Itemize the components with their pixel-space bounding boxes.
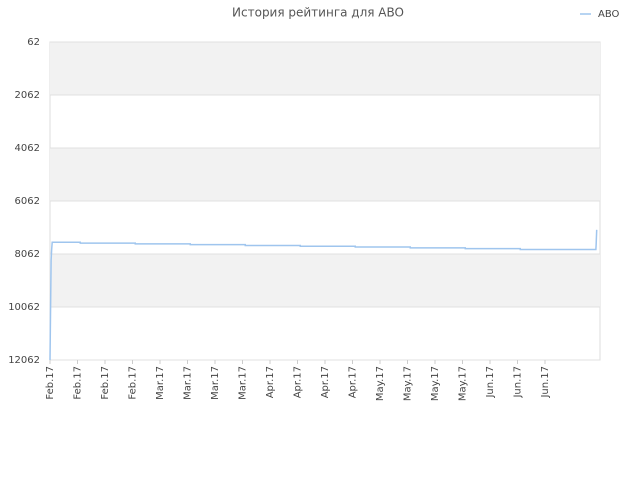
y-tick-label: 8062: [15, 249, 40, 260]
y-tick-label: 6062: [15, 196, 40, 207]
x-tick-label: May.17: [458, 366, 469, 401]
x-tick-label: May.17: [375, 366, 386, 401]
data-line: [49, 229, 598, 361]
x-tick-label: Feb.17: [128, 366, 139, 400]
x-tick-label: Jun.17: [513, 366, 524, 399]
grid-band: [50, 254, 600, 307]
y-tick-label: 62: [27, 37, 40, 48]
x-tick-label: Mar.17: [238, 366, 249, 400]
chart-title: История рейтинга для ABO: [232, 6, 404, 20]
y-tick-label: 4062: [15, 143, 40, 154]
x-tick-label: Feb.17: [45, 366, 56, 400]
x-tick-label: Apr.17: [348, 366, 359, 398]
x-tick-label: Feb.17: [73, 366, 84, 400]
x-tick-label: Apr.17: [265, 366, 276, 398]
x-tick-label: May.17: [430, 366, 441, 401]
x-tick-label: Feb.17: [100, 366, 111, 400]
legend-label: ABO: [598, 9, 620, 20]
x-tick-label: Apr.17: [320, 366, 331, 398]
y-tick-label: 10062: [8, 302, 40, 313]
x-tick-label: May.17: [403, 366, 414, 401]
x-tick-label: Mar.17: [155, 366, 166, 400]
x-tick-label: Mar.17: [183, 366, 194, 400]
x-tick-label: Mar.17: [210, 366, 221, 400]
x-tick-label: Jun.17: [485, 366, 496, 399]
x-tick-label: Apr.17: [293, 366, 304, 398]
y-tick-label: 12062: [8, 355, 40, 366]
y-tick-label: 2062: [15, 90, 40, 101]
grid-band: [50, 42, 600, 95]
grid-band: [50, 148, 600, 201]
x-tick-label: Jun.17: [540, 366, 551, 399]
